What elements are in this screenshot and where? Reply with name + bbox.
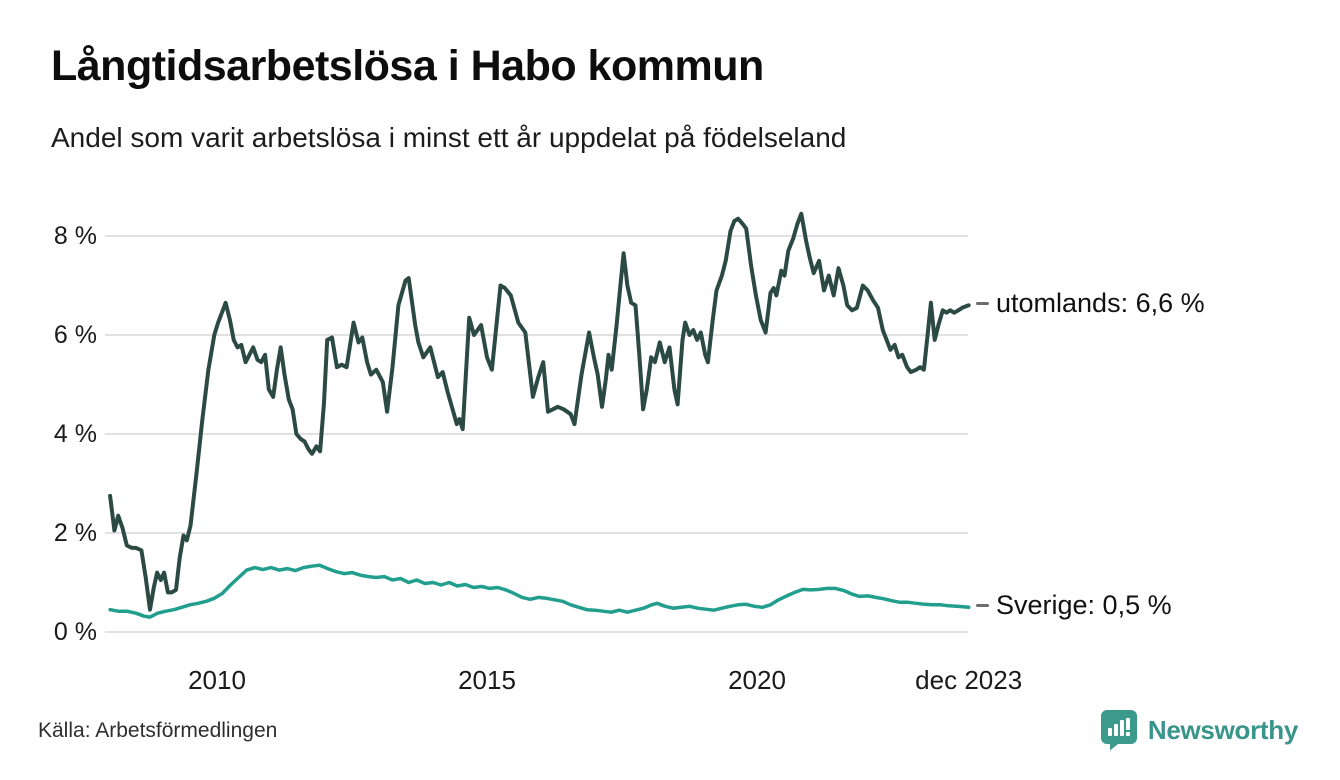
source-credit: Källa: Arbetsförmedlingen (38, 719, 278, 742)
page-subtitle: Andel som varit arbetslösa i minst ett å… (51, 122, 847, 153)
y-axis-tick-0: 0 % (53, 618, 97, 646)
x-axis-tick-2015: 2015 (458, 665, 516, 695)
label-leader-dash (976, 604, 989, 608)
series-label-utomlands: utomlands: 6,6 % (976, 288, 1205, 319)
x-axis-tick-2010: 2010 (188, 665, 246, 695)
y-axis-tick-6: 6 % (53, 321, 97, 349)
series-label-sverige-text: Sverige: 0,5 % (996, 590, 1172, 621)
series-label-sverige: Sverige: 0,5 % (976, 590, 1172, 621)
newsworthy-bubble-chart-icon (1100, 710, 1137, 751)
newsworthy-wordmark: Newsworthy (1147, 714, 1298, 745)
x-axis-tick-2020: 2020 (728, 665, 786, 695)
y-axis-tick-4: 4 % (53, 420, 97, 448)
y-axis-tick-8: 8 % (53, 222, 97, 250)
newsworthy-logo[interactable]: Newsworthy (1100, 708, 1298, 752)
label-leader-dash (976, 302, 989, 306)
y-axis-tick-2: 2 % (53, 519, 97, 547)
x-axis-tick-dec-2023: dec 2023 (915, 665, 1023, 695)
series-label-utomlands-text: utomlands: 6,6 % (996, 288, 1205, 319)
page-title: Långtidsarbetslösa i Habo kommun (51, 42, 764, 90)
